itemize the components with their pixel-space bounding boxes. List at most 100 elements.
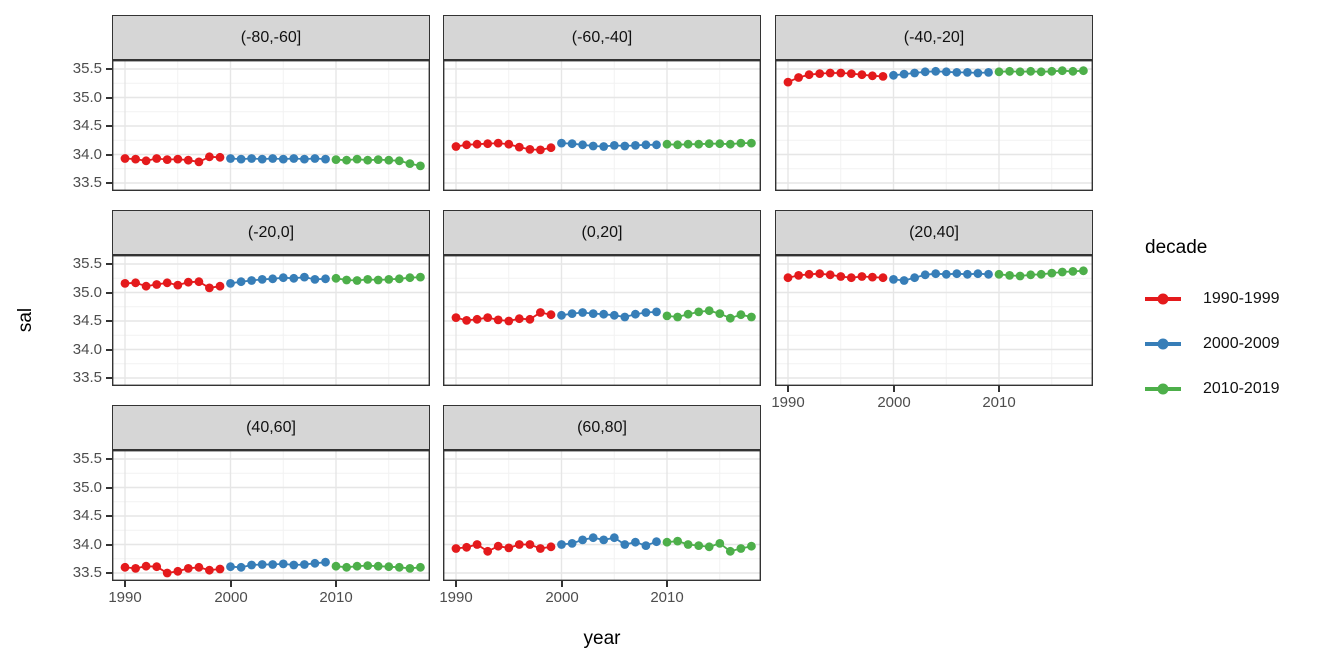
data-point (683, 540, 693, 549)
data-point (1079, 66, 1088, 76)
data-point (131, 278, 140, 288)
data-point (416, 272, 425, 282)
series-line-1990-1999 (455, 543, 552, 553)
data-point (631, 141, 640, 150)
data-point (352, 561, 362, 571)
data-point (141, 561, 151, 571)
data-point (1026, 66, 1036, 76)
data-point (352, 154, 362, 164)
facet-strip: (40,60] (112, 405, 430, 450)
panel-border (775, 255, 1093, 386)
data-point (673, 536, 682, 546)
x-axis-tick (335, 581, 337, 587)
legend-key-line-point-icon (1145, 377, 1181, 401)
data-point (1057, 267, 1067, 277)
facet-panel (443, 255, 761, 386)
x-axis-tick-label: 1990 (108, 589, 142, 606)
data-point (483, 139, 493, 149)
y-axis-tick (106, 515, 112, 517)
facet-strip-label: (0,20] (581, 223, 623, 241)
y-axis-tick (106, 125, 112, 127)
data-point (620, 141, 630, 151)
data-point (462, 542, 471, 552)
series-line-1990-1999 (787, 272, 884, 279)
facet-strip-label: (20,40] (909, 223, 959, 241)
data-point (394, 274, 404, 284)
data-point (162, 568, 172, 578)
data-point (662, 311, 672, 321)
data-point (588, 533, 598, 543)
data-point (963, 269, 972, 279)
facet-strip-label: (-40,-20] (903, 28, 965, 46)
y-axis-tick-label: 33.5 (72, 369, 102, 386)
data-point (141, 281, 151, 291)
data-point (889, 275, 898, 284)
data-point (973, 269, 983, 279)
series-line-2000-2009 (893, 70, 989, 77)
legend-entry-2000-2009: 2000-2009 (1145, 332, 1280, 356)
data-point (599, 309, 609, 319)
y-axis-tick-label: 34.0 (72, 146, 102, 163)
data-point (652, 537, 661, 547)
y-axis-tick (106, 487, 112, 489)
data-point (472, 540, 482, 549)
facet-panel (112, 60, 430, 191)
x-axis-tick (455, 581, 457, 587)
legend-key-line-point-icon (1145, 332, 1181, 356)
data-point (631, 537, 640, 547)
data-point (462, 316, 471, 325)
y-axis-tick-label: 35.5 (72, 255, 102, 272)
series-line-1990-1999 (124, 565, 221, 574)
data-point (557, 138, 566, 148)
data-point (910, 68, 919, 78)
data-point (152, 280, 162, 289)
data-point (1015, 271, 1025, 281)
x-axis-tick (124, 581, 126, 587)
data-point (384, 155, 394, 165)
series-line-2000-2009 (561, 311, 657, 318)
series-line-1990-1999 (455, 311, 552, 322)
data-point (321, 557, 330, 567)
facet-strip: (-60,-40] (443, 15, 761, 60)
data-point (493, 315, 503, 325)
series-line-2000-2009 (561, 536, 657, 547)
data-point (504, 139, 514, 149)
data-point (236, 154, 246, 164)
y-axis-tick (106, 292, 112, 294)
data-point (652, 140, 661, 150)
data-point (384, 562, 394, 572)
data-point (472, 139, 482, 149)
data-point (215, 281, 225, 291)
facet-strip-label: (-80,-60] (240, 28, 302, 46)
data-point (215, 152, 225, 162)
data-point (931, 269, 941, 279)
facet-strip: (20,40] (775, 210, 1093, 255)
panel-border (112, 255, 430, 386)
data-point (1057, 66, 1067, 76)
data-point (247, 560, 256, 570)
series-line-1990-1999 (124, 155, 221, 163)
data-point (504, 543, 514, 553)
data-point (736, 544, 746, 553)
data-point (331, 561, 341, 571)
data-point (472, 314, 482, 324)
y-axis-tick (106, 544, 112, 546)
data-point (588, 309, 598, 318)
series-line-1990-1999 (455, 142, 552, 151)
series-line-2000-2009 (561, 142, 657, 148)
y-axis-tick (106, 97, 112, 99)
data-point (247, 276, 256, 285)
data-point (673, 312, 682, 322)
data-point (683, 309, 693, 319)
data-point (525, 145, 535, 154)
data-point (131, 564, 140, 573)
data-point (857, 272, 867, 281)
data-point (715, 309, 725, 318)
data-point (836, 68, 846, 78)
data-point (804, 70, 814, 80)
x-axis-tick-label: 2010 (650, 589, 684, 606)
data-point (899, 276, 909, 285)
x-axis-tick (893, 386, 895, 392)
data-point (815, 269, 825, 279)
data-point (405, 564, 415, 573)
